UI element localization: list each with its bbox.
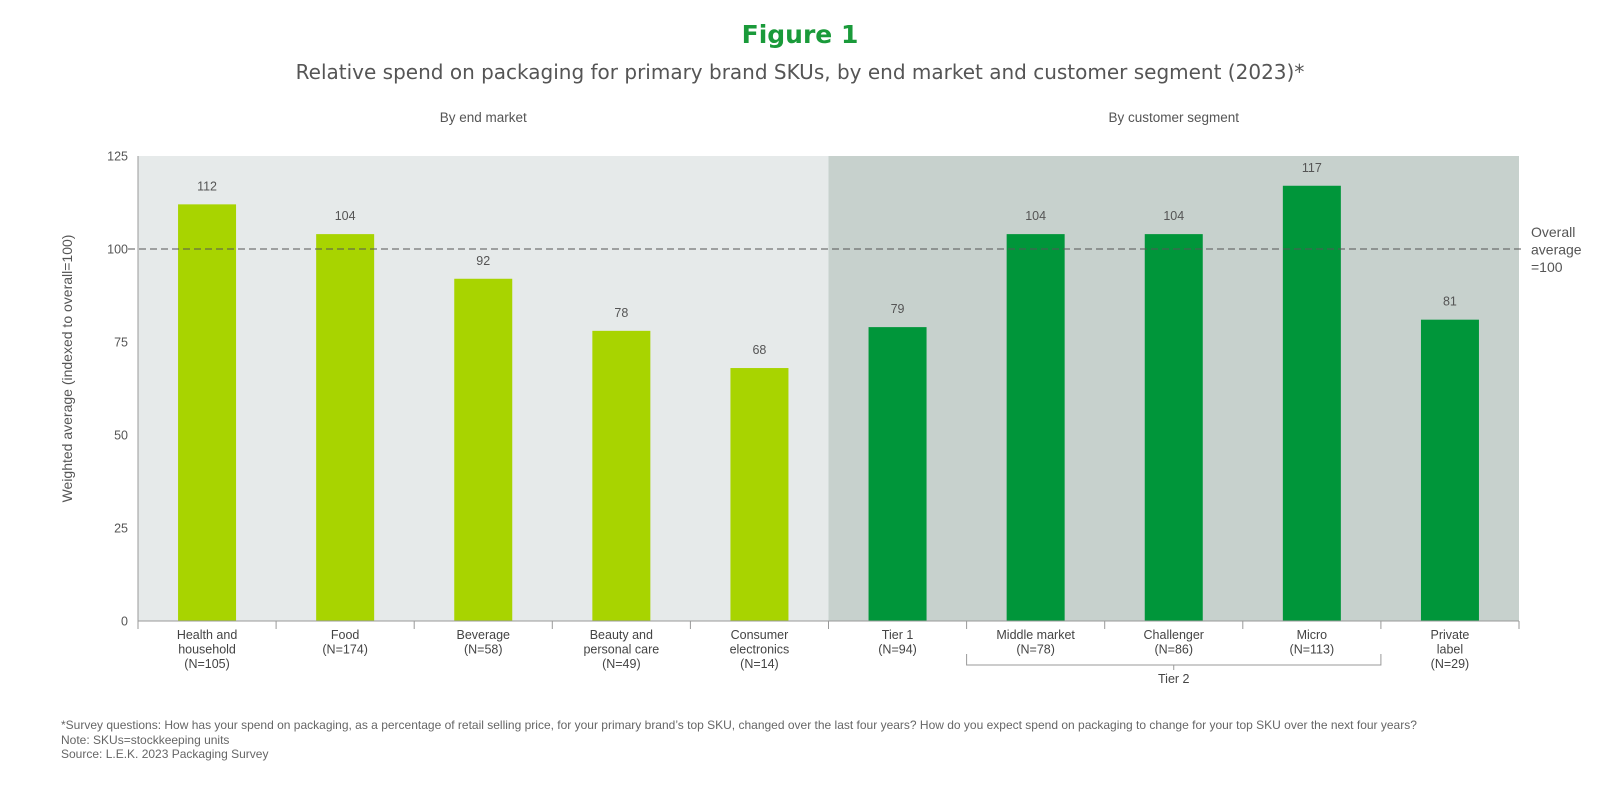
category-label: Private	[1430, 628, 1469, 642]
tier2-label: Tier 2	[1158, 672, 1190, 686]
data-label: 79	[891, 302, 905, 316]
y-axis-title: Weighted average (indexed to overall=100…	[59, 235, 75, 503]
bar	[316, 234, 375, 621]
panel-header: By end market	[440, 110, 527, 125]
category-label: Health and	[177, 628, 238, 642]
category-label: (N=29)	[1431, 657, 1470, 671]
category-label: (N=78)	[1016, 643, 1055, 657]
category-label: Micro	[1297, 628, 1328, 642]
category-label: (N=49)	[602, 657, 641, 671]
category-label: Beauty and	[590, 628, 653, 642]
category-label: Consumer	[731, 628, 789, 642]
data-label: 92	[476, 254, 490, 268]
panel-header: By customer segment	[1108, 110, 1239, 125]
data-label: 104	[1163, 209, 1184, 223]
survey-footnote: *Survey questions: How has your spend on…	[61, 718, 1417, 732]
chart-title: Relative spend on packaging for primary …	[295, 60, 1305, 84]
y-tick-label: 125	[107, 150, 128, 164]
bar	[730, 368, 789, 621]
data-label: 104	[335, 209, 356, 223]
bar	[1420, 319, 1479, 621]
figure-label: Figure 1	[741, 20, 859, 49]
category-label: (N=174)	[322, 643, 368, 657]
category-label: electronics	[730, 643, 790, 657]
reference-line-label: average	[1531, 242, 1582, 258]
y-tick-label: 50	[114, 429, 128, 443]
category-label: (N=58)	[464, 643, 503, 657]
bar	[178, 204, 237, 622]
data-label: 78	[614, 306, 628, 320]
data-label: 81	[1443, 295, 1457, 309]
category-label: Tier 1	[882, 628, 914, 642]
bar	[868, 327, 927, 621]
footnotes: *Survey questions: How has your spend on…	[61, 718, 1417, 762]
category-label: (N=105)	[184, 657, 230, 671]
data-label: 104	[1025, 209, 1046, 223]
y-tick-label: 25	[114, 522, 128, 536]
bar	[1282, 185, 1341, 621]
category-label: (N=14)	[740, 657, 779, 671]
category-label: (N=86)	[1154, 643, 1193, 657]
bar	[1006, 234, 1065, 621]
data-label: 68	[752, 343, 766, 357]
data-label: 117	[1302, 161, 1322, 175]
source-footnote: Source: L.E.K. 2023 Packaging Survey	[61, 747, 269, 761]
y-tick-label: 0	[121, 615, 128, 629]
category-label: Beverage	[456, 628, 510, 642]
reference-line-label: Overall	[1531, 224, 1575, 240]
y-tick-label: 100	[107, 243, 128, 257]
category-label: household	[178, 643, 236, 657]
bar	[592, 330, 651, 621]
category-label: (N=94)	[878, 643, 917, 657]
bar	[1144, 234, 1203, 621]
y-tick-label: 75	[114, 336, 128, 350]
category-label: Middle market	[996, 628, 1075, 642]
category-label: label	[1437, 643, 1463, 657]
data-label: 112	[197, 179, 217, 193]
category-label: (N=113)	[1290, 643, 1335, 657]
category-label: personal care	[583, 643, 659, 657]
reference-line-label: =100	[1531, 259, 1563, 275]
bar	[454, 278, 513, 621]
category-label: Food	[331, 628, 360, 642]
bar-chart: By end market By customer segment 0 25 50 75 1…	[59, 110, 1582, 686]
category-label: Challenger	[1144, 628, 1204, 642]
note-footnote: Note: SKUs=stockkeeping units	[61, 732, 230, 747]
